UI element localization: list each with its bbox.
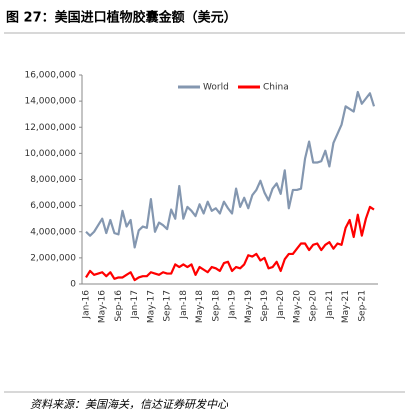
legend-label: World	[203, 83, 229, 93]
x-tick-label: Jan-19	[228, 290, 238, 320]
x-tick-label: Sep-16	[114, 290, 124, 322]
y-tick-label: 16,000,000	[24, 71, 76, 81]
x-tick-label: Jan-21	[325, 290, 335, 320]
y-tick-label: 10,000,000	[24, 149, 76, 159]
x-tick-label: Jan-16	[82, 290, 92, 320]
source-note: 资料来源：美国海关，信达证券研发中心	[30, 398, 229, 411]
x-tick-label: Jan-17	[130, 290, 140, 320]
x-tick-label: Sep-20	[309, 290, 319, 322]
x-tick-label: Sep-19	[260, 290, 270, 322]
chart-title: 图 27：美国进口植物胶囊金额（美元）	[6, 10, 237, 26]
y-tick-label: 0	[70, 280, 76, 290]
series-line	[85, 205, 375, 282]
x-tick-label: Sep-17	[163, 290, 173, 322]
y-tick-label: 2,000,000	[30, 253, 76, 263]
x-tick-label: May-18	[195, 290, 205, 323]
x-tick-label: May-19	[244, 290, 254, 323]
y-tick-label: 6,000,000	[30, 201, 76, 211]
y-tick-label: 4,000,000	[30, 227, 76, 237]
x-tick-label: May-16	[98, 290, 108, 323]
y-tick-label: 8,000,000	[30, 175, 76, 185]
x-tick-label: May-20	[292, 290, 302, 323]
x-tick-label: May-21	[341, 290, 351, 323]
y-tick-label: 14,000,000	[24, 97, 76, 107]
x-tick-label: Sep-21	[357, 290, 367, 322]
x-tick-label: Jan-20	[276, 290, 286, 320]
x-tick-label: May-17	[146, 290, 156, 323]
x-tick-label: Jan-18	[179, 290, 189, 320]
series-line	[85, 90, 376, 249]
x-tick-label: Sep-18	[211, 290, 221, 322]
y-tick-label: 12,000,000	[24, 123, 76, 133]
legend-label: China	[263, 83, 289, 93]
